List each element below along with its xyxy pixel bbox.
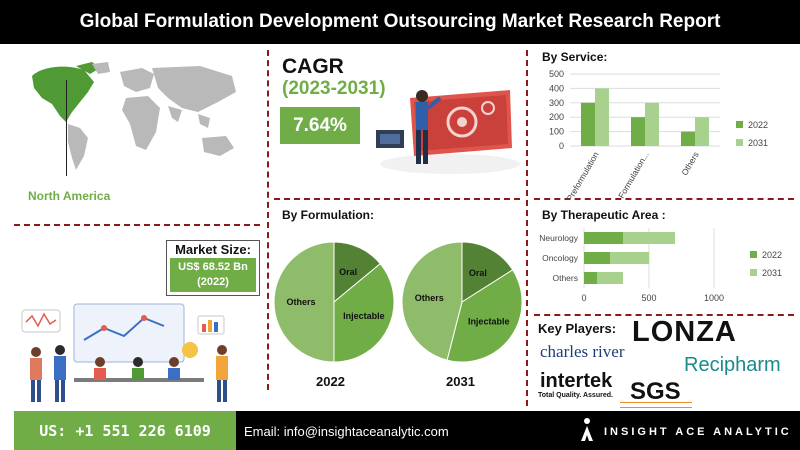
formulation-pie-2031: Oral Injectable Others <box>401 241 523 363</box>
analytics-illustration <box>376 90 520 174</box>
sgs-logo-mark <box>620 402 692 408</box>
therapeutic-title: By Therapeutic Area : <box>542 208 666 222</box>
service-legend-swatch-2031 <box>736 139 743 146</box>
service-x-tick: Preformulation <box>564 150 600 200</box>
divider-right <box>526 50 528 406</box>
therapeutic-bar-2022-1 <box>584 252 610 264</box>
intertek-tagline: Total Quality. Assured. <box>538 392 613 399</box>
therapeutic-legend-swatch-2022 <box>750 251 757 258</box>
divider-right-h1 <box>534 198 794 200</box>
pie-slice-2022-others <box>273 241 335 363</box>
key-players-title: Key Players: <box>538 321 617 336</box>
charles-river-logo: charles river <box>540 342 625 361</box>
divider-mid-h <box>274 198 520 200</box>
sgs-logo: SGS <box>630 378 681 405</box>
pie-year-2031: 2031 <box>446 374 475 389</box>
divider-left-h <box>14 224 260 226</box>
therapeutic-bar-2022-0 <box>584 232 623 244</box>
recipharm-logo: Recipharm <box>684 354 781 376</box>
map-pointer-line <box>66 80 67 176</box>
market-size-box: US$ 68.52 Bn (2022) <box>170 258 256 292</box>
service-y-tick: 0 <box>559 141 564 151</box>
service-y-tick: 200 <box>549 112 564 122</box>
market-size-year: (2022) <box>197 276 229 288</box>
service-bar-2022-2 <box>681 131 695 146</box>
pie-label-2022-others: Others <box>286 297 315 307</box>
intertek-logo: intertek <box>540 370 613 392</box>
pie-label-2022-injectable: Injectable <box>343 311 385 321</box>
service-legend-swatch-2022 <box>736 121 743 128</box>
insight-ace-logo-icon <box>581 418 593 441</box>
market-size-frame <box>166 240 260 296</box>
market-size-value: US$ 68.52 Bn <box>178 261 248 273</box>
footer-bar <box>236 411 800 450</box>
report-title: Global Formulation Development Outsourci… <box>0 0 800 44</box>
formulation-pie-2022: Oral Injectable Others <box>273 241 395 363</box>
pie-slice-2022-injectable <box>333 263 395 363</box>
therapeutic-y-tick: Oncology <box>542 253 579 263</box>
pie-slice-2031-injectable <box>446 269 523 363</box>
therapeutic-legend-label-2022: 2022 <box>762 250 782 260</box>
therapeutic-legend-label-2031: 2031 <box>762 268 782 278</box>
service-x-tick: Formulation... <box>616 150 651 200</box>
service-bar-2022-1 <box>631 117 645 146</box>
pie-slice-2031-others <box>401 241 463 361</box>
footer-phone: US: +1 551 226 6109 <box>14 411 236 450</box>
service-title: By Service: <box>542 50 608 64</box>
service-legend-label-2031: 2031 <box>748 138 768 148</box>
pie-slice-2031-oral <box>461 241 514 303</box>
service-legend-label-2022: 2022 <box>748 120 768 130</box>
formulation-title: By Formulation: <box>282 208 374 222</box>
therapeutic-bar-2022-2 <box>584 272 597 284</box>
service-y-tick: 500 <box>549 69 564 79</box>
service-bar-2031-2 <box>695 117 709 146</box>
cagr-value: 7.64% <box>280 107 360 144</box>
therapeutic-y-tick: Others <box>552 273 578 283</box>
service-y-tick: 100 <box>549 127 564 137</box>
therapeutic-x-tick: 1000 <box>704 293 724 303</box>
region-label: North America <box>28 189 111 203</box>
cagr-years: (2023-2031) <box>282 78 386 99</box>
therapeutic-x-tick: 0 <box>581 293 586 303</box>
pie-label-2022-oral: Oral <box>339 267 357 277</box>
service-bar-2031-0 <box>595 88 609 146</box>
footer-brand: INSIGHT ACE ANALYTIC <box>604 426 792 438</box>
pie-year-2022: 2022 <box>316 374 345 389</box>
divider-left <box>267 50 269 390</box>
therapeutic-x-tick: 500 <box>641 293 656 303</box>
pie-label-2031-injectable: Injectable <box>468 316 510 326</box>
cagr-title: CAGR <box>282 55 344 78</box>
therapeutic-y-tick: Neurology <box>539 233 578 243</box>
pie-label-2031-others: Others <box>415 293 444 303</box>
therapeutic-legend-swatch-2031 <box>750 269 757 276</box>
therapeutic-bar-2031-0 <box>623 232 675 244</box>
service-y-tick: 300 <box>549 98 564 108</box>
team-illustration <box>21 303 228 402</box>
world-map <box>32 62 236 170</box>
footer-email: Email: info@insightaceanalytic.com <box>244 424 449 439</box>
service-bar-2022-0 <box>581 102 595 146</box>
pie-label-2031-oral: Oral <box>469 268 487 278</box>
service-bar-2031-1 <box>645 102 659 146</box>
divider-right-h2 <box>534 314 794 316</box>
market-size-label: Market Size: <box>175 242 251 257</box>
service-x-tick: Others <box>679 150 700 177</box>
pie-slice-2022-oral <box>333 241 381 304</box>
therapeutic-bar-chart: 0 500 1000 Neurology Oncology Others 2022 2031 <box>539 228 782 303</box>
therapeutic-bar-2031-1 <box>610 252 649 264</box>
service-y-tick: 400 <box>549 83 564 93</box>
service-bar-chart: 0 100 200 300 400 500 Preformulation Formulatio… <box>549 69 768 200</box>
therapeutic-bar-2031-2 <box>597 272 623 284</box>
lonza-logo: LONZA <box>632 316 737 348</box>
